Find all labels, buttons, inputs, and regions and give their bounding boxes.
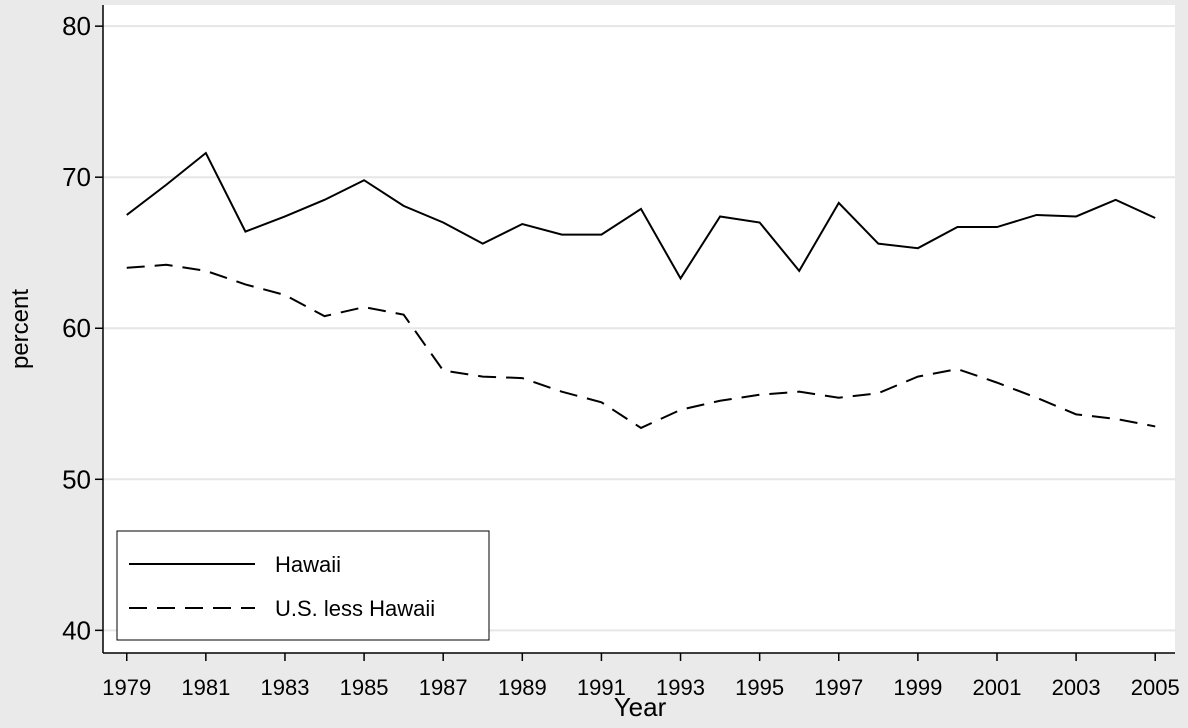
y-tick-label: 80 (62, 11, 91, 41)
legend-label: Hawaii (275, 552, 341, 577)
legend-box (116, 530, 490, 641)
x-axis-title: Year (614, 692, 667, 722)
x-tick-label: 1979 (102, 675, 151, 700)
x-tick-label: 2005 (1131, 675, 1180, 700)
y-tick-label: 60 (62, 313, 91, 343)
x-tick-label: 1993 (656, 675, 705, 700)
x-tick-label: 1999 (893, 675, 942, 700)
legend: Hawaii U.S. less Hawaii (116, 530, 490, 641)
x-tick-label: 1983 (260, 675, 309, 700)
x-tick-label: 1997 (814, 675, 863, 700)
x-tick-label: 2003 (1052, 675, 1101, 700)
y-tick-label: 40 (62, 615, 91, 645)
x-tick-label: 2001 (973, 675, 1022, 700)
y-axis-title: percent (7, 289, 34, 369)
x-tick-label: 1989 (498, 675, 547, 700)
x-tick-label: 1987 (419, 675, 468, 700)
legend-label: U.S. less Hawaii (275, 596, 435, 621)
line-series (126, 263, 1156, 430)
x-tick-label: 1995 (735, 675, 784, 700)
x-tick-label: 1991 (577, 675, 626, 700)
y-tick-label: 70 (62, 162, 91, 192)
line-series (126, 151, 1156, 281)
x-tick-label: 1981 (181, 675, 230, 700)
y-tick-label: 50 (62, 464, 91, 494)
x-tick-label: 1985 (340, 675, 389, 700)
